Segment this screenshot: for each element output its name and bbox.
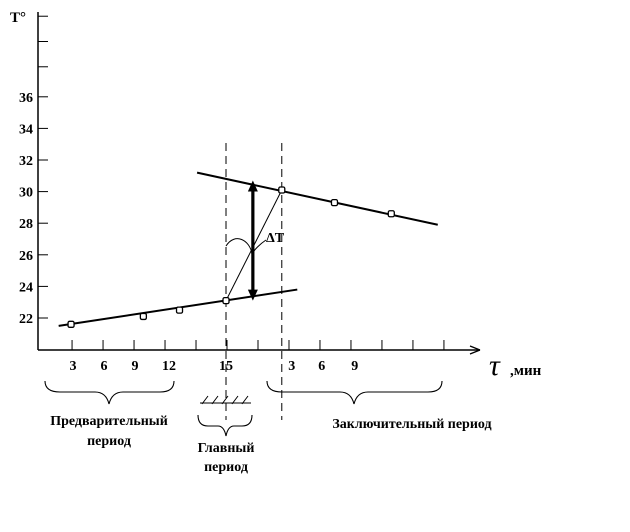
fit-lines [58,171,438,327]
delta-label: ΔT [266,231,285,246]
data-point [175,306,184,314]
delta-arrow-head-bottom [247,289,258,301]
y-tick-label: 24 [19,280,33,295]
x-tick-label: 9 [132,359,139,374]
brace-post [266,380,443,405]
main-period-hatch [200,395,251,405]
data-point [222,296,230,305]
delta-leader [225,238,267,256]
x-tick-label: 3 [70,359,77,374]
data-points [67,186,395,328]
delta-arrow-head-top [247,180,258,192]
x-axis-symbol: τ [489,349,501,382]
delta-arrow [247,180,258,301]
period-pre-label: Предварительный период [50,414,168,449]
y-tick-label: 34 [19,122,33,137]
x-ticks: 3 6 9 12 15 3 6 9 [70,340,445,374]
data-point [278,186,286,194]
period-main-label: Главный период [198,441,255,475]
y-tick-label: 36 [19,91,33,106]
x-tick-label: 12 [162,359,176,374]
period-post-label: Заключительный период [332,417,491,432]
x-tick-label: 9 [351,359,358,374]
fit-line [196,171,438,226]
data-point [139,312,148,321]
x-tick-label: 3 [288,359,295,374]
x-axis-arrow [469,345,481,355]
y-tick-label: 26 [19,249,33,264]
brace-main [197,414,253,437]
brace-pre [44,380,175,405]
data-point [67,320,75,328]
data-point [387,210,395,218]
y-ticks: 22 24 26 28 30 32 34 36 [19,15,48,327]
y-axis-label: T° [10,10,26,26]
y-tick-label: 30 [19,186,33,201]
axes [37,12,481,355]
y-tick-label: 32 [19,154,33,169]
y-tick-label: 22 [19,312,33,327]
x-tick-label: 6 [318,359,325,374]
y-tick-label: 28 [19,217,33,232]
x-tick-label: 6 [101,359,108,374]
x-axis-label: ,мин [510,363,542,379]
data-point [330,199,339,207]
